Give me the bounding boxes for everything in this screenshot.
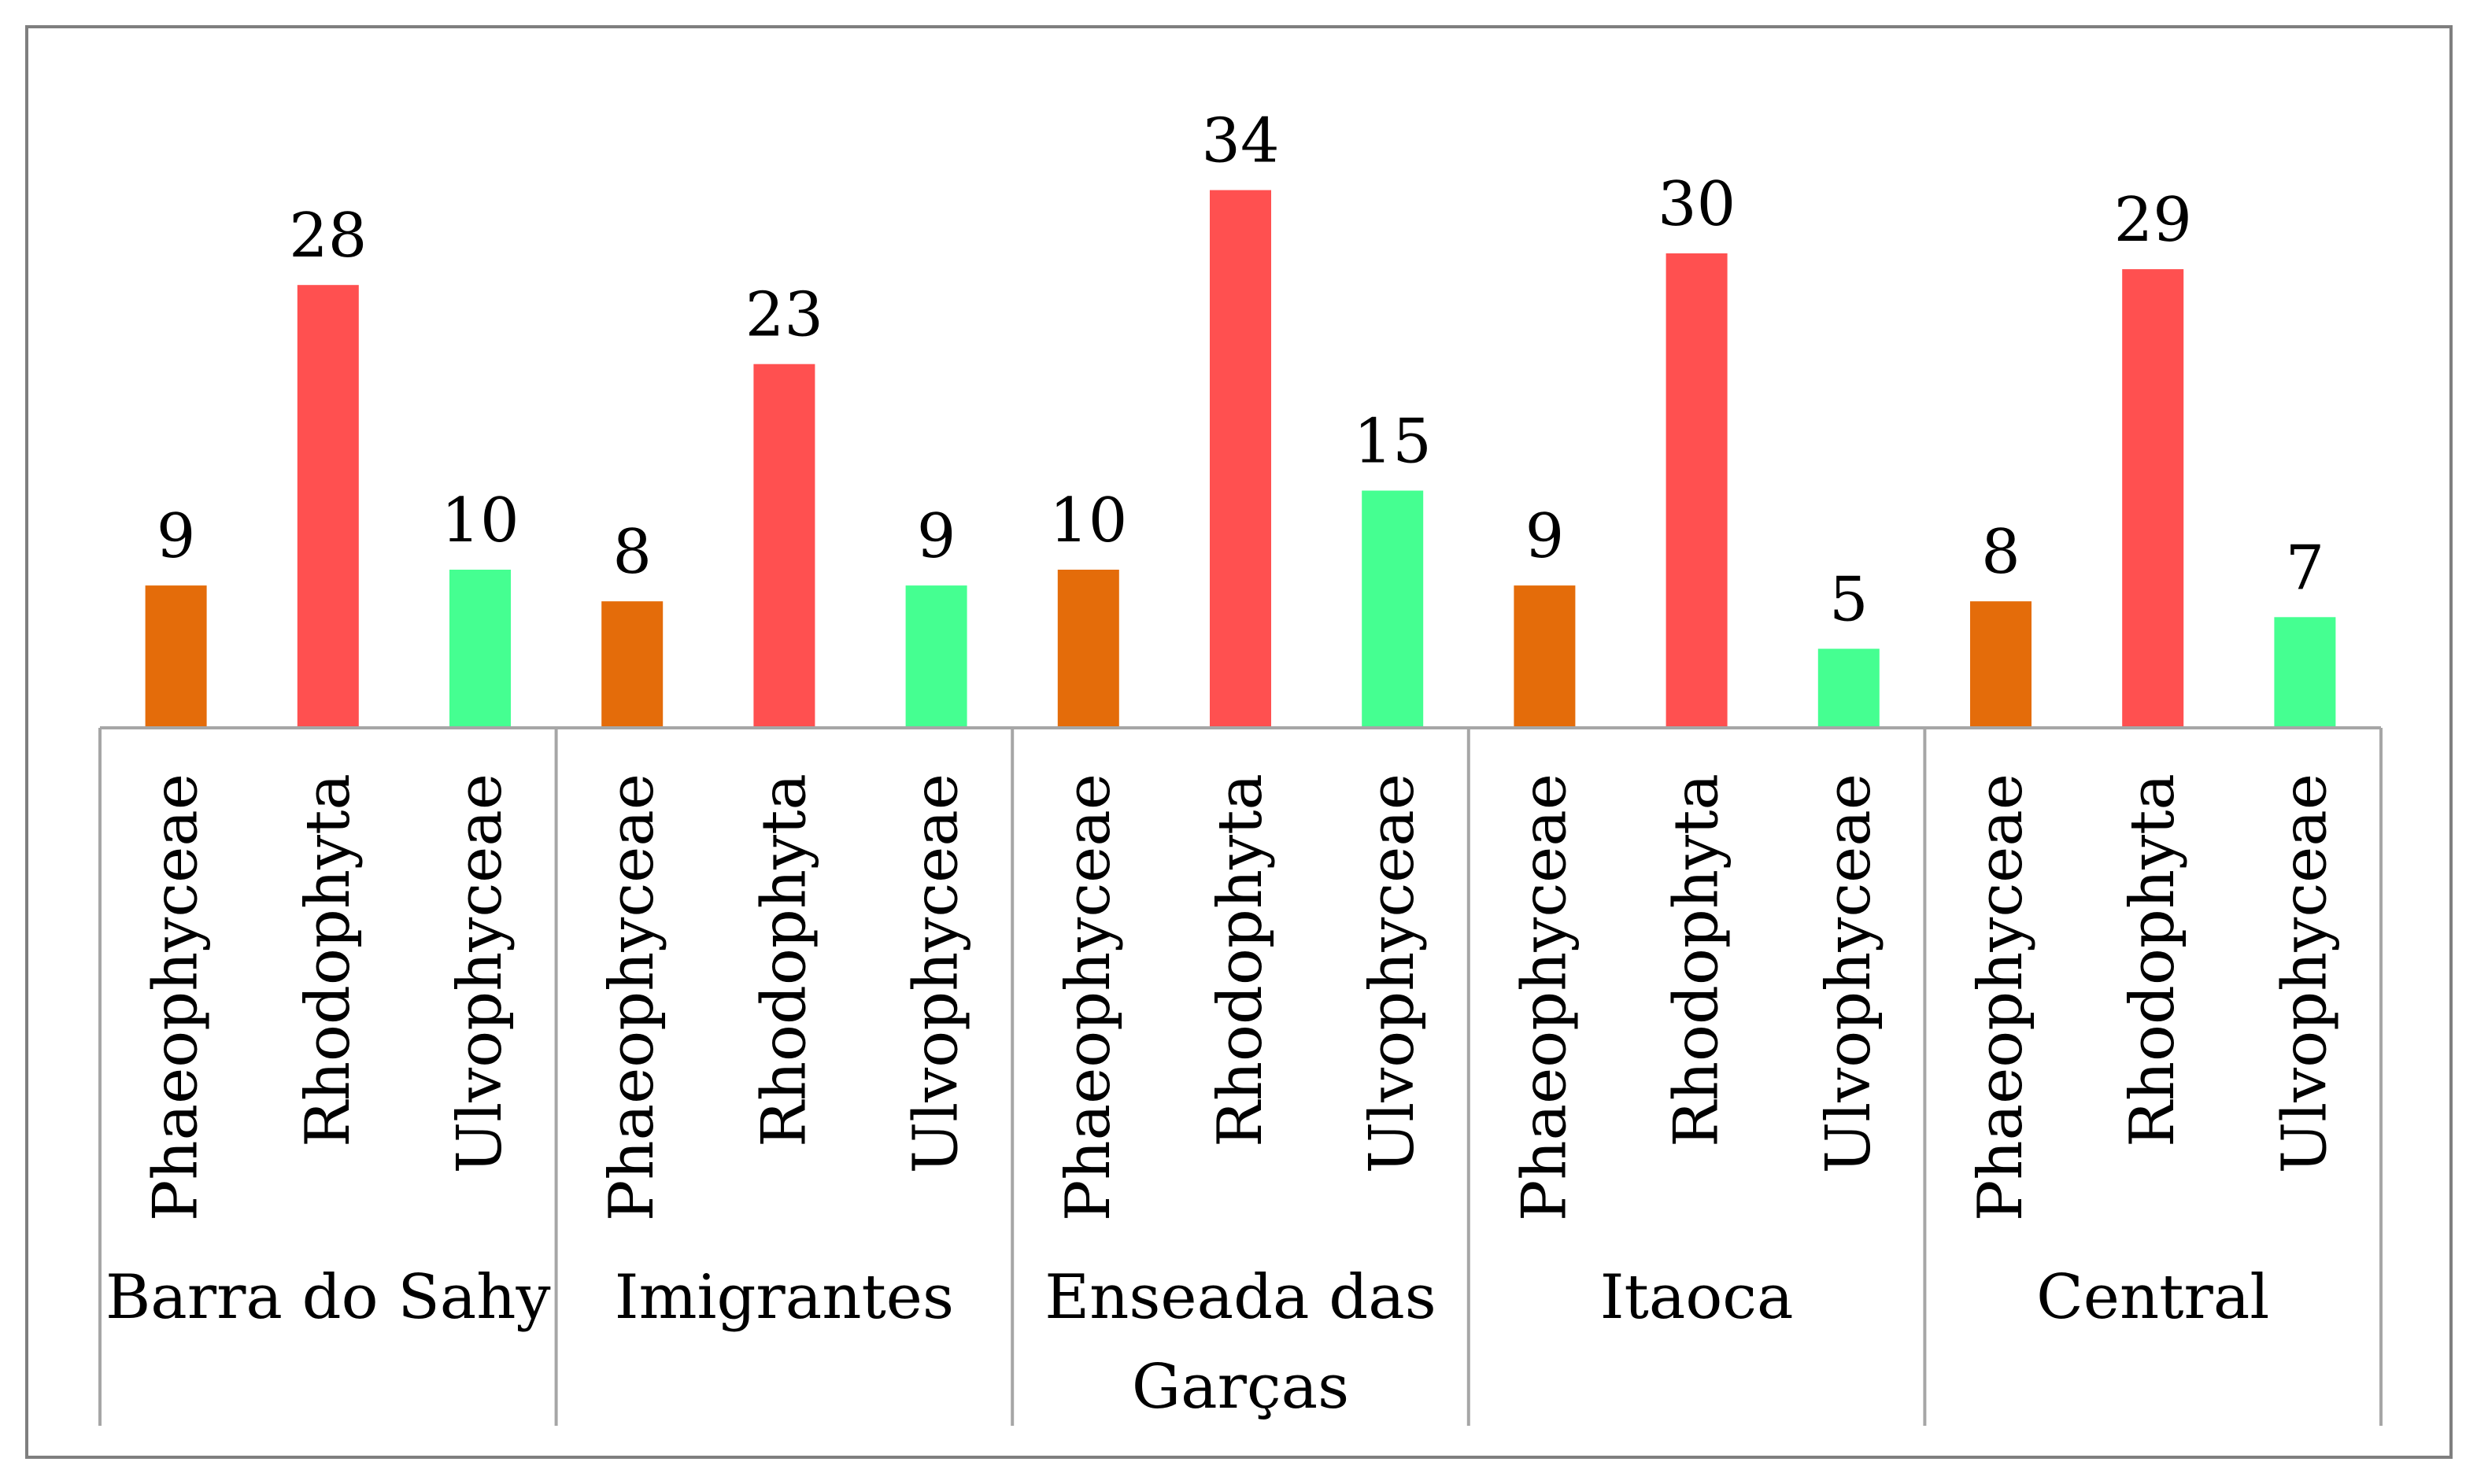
bar-itaoca-ulvophyceae <box>1817 648 1880 728</box>
data-label-itaoca-phaeophyceae: 9 <box>1525 501 1565 572</box>
tick-label-barra-do-sahy-ulvophyceae: Ulvophyceae <box>445 773 516 1173</box>
data-label-barra-do-sahy-ulvophyceae: 10 <box>441 485 519 556</box>
bar-barra-do-sahy-rhodophyta <box>297 285 359 728</box>
group-label-imigrantes: Imigrantes <box>615 1262 954 1333</box>
category-axis <box>98 726 2383 1426</box>
tick-label-imigrantes-phaeophyceae: Phaeophyceae <box>597 773 667 1221</box>
tick-label-barra-do-sahy-phaeophyceae: Phaeophyceae <box>141 773 212 1221</box>
group-label-enseada-das-gar-as-line-2: Garças <box>1132 1352 1349 1423</box>
group-label-itaoca: Itaoca <box>1600 1262 1794 1333</box>
bar-enseada-das-gar-as-rhodophyta <box>1210 190 1271 729</box>
group-label-central: Central <box>2036 1262 2269 1333</box>
bar-central-ulvophyceae <box>2274 617 2336 728</box>
data-label-enseada-das-gar-as-ulvophyceae: 15 <box>1354 407 1432 478</box>
tick-label-enseada-das-gar-as-rhodophyta: Rhodophyta <box>1205 773 1276 1147</box>
bar-central-phaeophyceae <box>1970 601 2032 728</box>
bar-itaoca-rhodophyta <box>1666 253 1728 728</box>
bar-imigrantes-phaeophyceae <box>601 601 664 728</box>
tick-label-imigrantes-rhodophyta: Rhodophyta <box>749 773 819 1147</box>
bar-enseada-das-gar-as-phaeophyceae <box>1057 570 1119 728</box>
tick-label-itaoca-ulvophyceae: Ulvophyceae <box>1813 773 1884 1173</box>
data-label-central-rhodophyta: 29 <box>2114 185 2192 256</box>
labels-layer: 9 Phaeophyceae 28 Rhodophyta 10 Ulvophyceae Ba… <box>105 106 2340 1423</box>
tick-label-barra-do-sahy-rhodophyta: Rhodophyta <box>293 773 364 1147</box>
bar-barra-do-sahy-phaeophyceae <box>145 585 207 728</box>
bar-enseada-das-gar-as-ulvophyceae <box>1362 490 1424 728</box>
data-label-central-phaeophyceae: 8 <box>1981 517 2020 588</box>
group-label-barra-do-sahy: Barra do Sahy <box>105 1262 551 1333</box>
tick-label-itaoca-rhodophyta: Rhodophyta <box>1662 773 1732 1147</box>
bar-imigrantes-rhodophyta <box>753 364 815 728</box>
tick-label-enseada-das-gar-as-ulvophyceae: Ulvophyceae <box>1357 773 1428 1173</box>
bars-layer <box>145 190 2336 729</box>
data-label-imigrantes-rhodophyta: 23 <box>745 280 823 351</box>
data-label-itaoca-rhodophyta: 30 <box>1658 169 1736 240</box>
tick-label-enseada-das-gar-as-phaeophyceae: Phaeophyceae <box>1053 773 1124 1221</box>
group-label-enseada-das-gar-as-line-1: Enseada das <box>1044 1262 1436 1333</box>
data-label-imigrantes-phaeophyceae: 8 <box>612 517 652 588</box>
tick-label-central-rhodophyta: Rhodophyta <box>2117 773 2188 1147</box>
data-label-barra-do-sahy-phaeophyceae: 9 <box>157 501 196 572</box>
bar-itaoca-phaeophyceae <box>1514 585 1576 728</box>
tick-label-central-ulvophyceae: Ulvophyceae <box>2269 773 2340 1173</box>
data-label-enseada-das-gar-as-phaeophyceae: 10 <box>1049 485 1127 556</box>
data-label-itaoca-ulvophyceae: 5 <box>1829 565 1869 636</box>
bar-barra-do-sahy-ulvophyceae <box>449 570 511 728</box>
data-label-central-ulvophyceae: 7 <box>2286 533 2325 604</box>
bar-imigrantes-ulvophyceae <box>905 585 967 728</box>
tick-label-imigrantes-ulvophyceae: Ulvophyceae <box>901 773 972 1173</box>
bar-central-rhodophyta <box>2122 269 2184 729</box>
tick-label-central-phaeophyceae: Phaeophyceae <box>1965 773 2036 1221</box>
tick-label-itaoca-phaeophyceae: Phaeophyceae <box>1509 773 1580 1221</box>
data-label-barra-do-sahy-rhodophyta: 28 <box>289 201 367 271</box>
data-label-imigrantes-ulvophyceae: 9 <box>917 501 956 572</box>
data-label-enseada-das-gar-as-rhodophyta: 34 <box>1201 106 1279 177</box>
